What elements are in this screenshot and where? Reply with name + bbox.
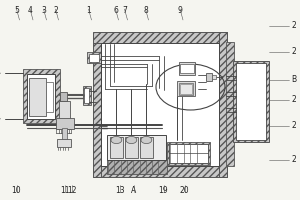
Bar (106, 160, 167, 174)
Bar (180, 64, 194, 73)
Bar (180, 84, 192, 94)
Text: 8: 8 (143, 6, 148, 15)
Bar (226, 42, 234, 166)
Text: 2: 2 (53, 6, 58, 15)
Circle shape (111, 136, 122, 144)
Bar (89, 54, 99, 62)
Text: 2: 2 (291, 96, 296, 104)
Text: 6: 6 (113, 6, 118, 15)
Bar (22, 69, 60, 123)
Bar (140, 137, 153, 158)
Bar (56, 118, 74, 129)
Bar (59, 101, 70, 120)
Bar (233, 61, 269, 142)
Bar (219, 32, 226, 177)
Text: B: B (291, 75, 296, 84)
Bar (177, 81, 195, 96)
Text: 1: 1 (86, 6, 91, 15)
Bar (100, 43, 219, 166)
Text: 10: 10 (12, 186, 21, 195)
Text: 2: 2 (291, 21, 296, 30)
Bar (124, 137, 138, 158)
Circle shape (126, 136, 137, 144)
Bar (110, 137, 123, 158)
Bar (178, 62, 195, 75)
Bar (93, 166, 226, 177)
Text: 2: 2 (291, 121, 296, 130)
Bar (179, 83, 193, 95)
Text: 13: 13 (115, 186, 125, 195)
Bar (60, 92, 67, 101)
Bar (93, 43, 100, 177)
Text: 9: 9 (178, 6, 182, 15)
Circle shape (141, 136, 152, 144)
Text: 2: 2 (291, 47, 296, 56)
Bar (212, 75, 216, 79)
Bar (84, 88, 89, 103)
Bar (29, 78, 46, 116)
Bar (169, 144, 208, 163)
Text: 12: 12 (67, 186, 77, 195)
Text: 19: 19 (159, 186, 168, 195)
Text: A: A (131, 186, 136, 195)
Bar (57, 139, 71, 147)
Bar (107, 135, 166, 160)
Text: 4: 4 (28, 6, 32, 15)
Bar (62, 128, 67, 141)
Text: 5: 5 (14, 6, 19, 15)
Bar (82, 86, 91, 105)
Text: 2: 2 (291, 156, 296, 164)
Bar (167, 142, 210, 165)
Bar (87, 52, 101, 63)
Text: 20: 20 (180, 186, 189, 195)
Text: 7: 7 (122, 6, 127, 15)
Bar (27, 74, 55, 119)
Text: 11: 11 (60, 186, 69, 195)
Bar (206, 73, 212, 81)
Text: 3: 3 (41, 6, 46, 15)
Bar (93, 32, 226, 43)
Bar (46, 82, 53, 112)
Bar (236, 63, 266, 140)
